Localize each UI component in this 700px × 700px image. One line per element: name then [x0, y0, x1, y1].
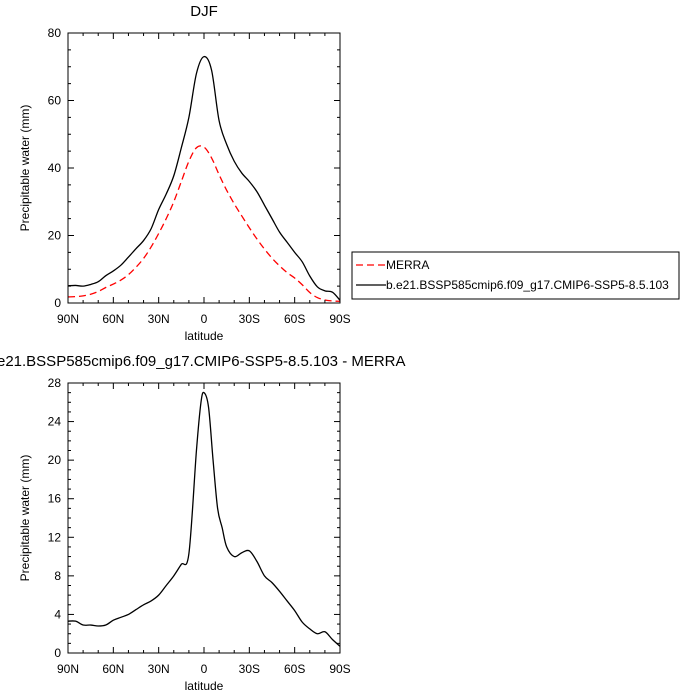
x-tick-label: 30S — [239, 662, 260, 676]
y-tick-label: 28 — [48, 376, 62, 390]
x-tick-label: 30N — [148, 312, 170, 326]
x-tick-label: 90S — [329, 312, 350, 326]
x-axis-label: latitude — [185, 679, 224, 693]
y-axis-label: Precipitable water (mm) — [18, 455, 32, 582]
series-line-1 — [68, 145, 340, 302]
y-tick-label: 12 — [48, 530, 62, 544]
y-tick-label: 20 — [48, 229, 62, 243]
legend-label-2: b.e21.BSSP585cmip6.f09_g17.CMIP6-SSP5-8.… — [386, 278, 669, 292]
y-tick-label: 24 — [48, 415, 62, 429]
y-tick-label: 40 — [48, 161, 62, 175]
series-line-2 — [68, 55, 340, 301]
y-tick-label: 8 — [54, 569, 61, 583]
chart-title: b.e21.BSSP585cmip6.f09_g17.CMIP6-SSP5-8.… — [0, 353, 406, 370]
legend-box — [351, 251, 680, 300]
y-tick-label: 20 — [48, 453, 62, 467]
x-tick-label: 60N — [102, 662, 124, 676]
series-line-1 — [68, 391, 340, 647]
y-axis-label: Precipitable water (mm) — [18, 105, 32, 232]
plot-frame — [67, 32, 341, 304]
chart-panel-2: b.e21.BSSP585cmip6.f09_g17.CMIP6-SSP5-8.… — [0, 353, 406, 693]
x-tick-label: 60S — [284, 662, 305, 676]
x-tick-label: 30N — [148, 662, 170, 676]
y-tick-label: 4 — [54, 607, 61, 621]
x-tick-label: 90N — [57, 662, 79, 676]
y-tick-label: 16 — [48, 492, 62, 506]
x-tick-label: 30S — [239, 312, 260, 326]
chart-panel-1: DJF 90N 60N 30N 0 30S 60S 90S 0 20 40 60 80 latitude P… — [18, 3, 680, 343]
y-tick-label: 0 — [54, 296, 61, 310]
legend: MERRA b.e21.BSSP585cmip6.f09_g17.CMIP6-SS… — [351, 251, 680, 300]
x-tick-label: 90S — [329, 662, 350, 676]
x-tick-label: 0 — [201, 312, 208, 326]
plot-frame — [67, 382, 341, 654]
x-tick-label: 0 — [201, 662, 208, 676]
y-tick-label: 60 — [48, 94, 62, 108]
y-tick-label: 0 — [54, 646, 61, 660]
y-tick-label: 80 — [48, 26, 62, 40]
x-tick-label: 60N — [102, 312, 124, 326]
x-tick-label: 90N — [57, 312, 79, 326]
x-tick-label: 60S — [284, 312, 305, 326]
chart-title: DJF — [190, 3, 218, 20]
legend-label-1: MERRA — [386, 258, 429, 272]
x-axis-label: latitude — [185, 329, 224, 343]
